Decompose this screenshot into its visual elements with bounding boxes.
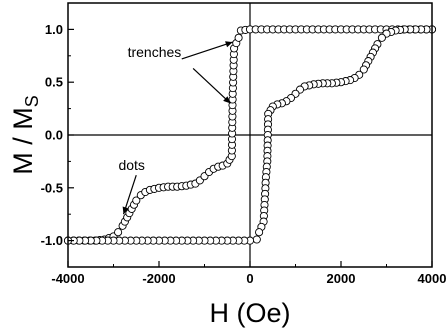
data-point <box>255 228 264 237</box>
annotation-arrowhead <box>122 206 129 215</box>
data-point <box>114 228 123 237</box>
annotation-arrow <box>192 68 231 104</box>
y-tick-label: -0.5 <box>41 180 63 195</box>
data-points <box>63 25 437 245</box>
data-point <box>132 196 141 205</box>
data-point <box>377 33 386 42</box>
data-point <box>252 235 261 244</box>
annotation-arrowhead <box>223 96 231 104</box>
annotation-trenches: trenches <box>128 44 182 60</box>
x-axis-title: H (Oe) <box>210 298 291 328</box>
reference-lines <box>68 3 432 267</box>
data-point <box>234 33 243 42</box>
annotation-arrows <box>122 41 233 215</box>
annotation-dots: dots <box>118 157 144 173</box>
y-axis-title-main: M / M <box>8 107 38 175</box>
axis-ticks <box>67 2 433 268</box>
x-tick-label: 4000 <box>418 271 447 286</box>
y-tick-label: 1.0 <box>45 22 63 37</box>
x-tick-label: 2000 <box>327 271 356 286</box>
x-tick-label: -4000 <box>51 271 84 286</box>
y-axis-title-subscript: S <box>22 95 42 107</box>
tick-labels: -4000 -2000 0 2000 4000 -1.0 -0.5 0.0 0.5 1.0 <box>41 22 447 286</box>
y-axis-title: M / MS <box>8 95 42 175</box>
data-point <box>359 65 368 74</box>
annotation-arrowhead <box>225 41 233 48</box>
y-tick-label: -1.0 <box>41 233 63 248</box>
annotation-arrow <box>181 41 233 60</box>
y-tick-label: 0.5 <box>45 75 63 90</box>
x-tick-label: -2000 <box>142 271 175 286</box>
y-tick-label: 0.0 <box>45 128 63 143</box>
x-tick-label: 0 <box>246 271 253 286</box>
